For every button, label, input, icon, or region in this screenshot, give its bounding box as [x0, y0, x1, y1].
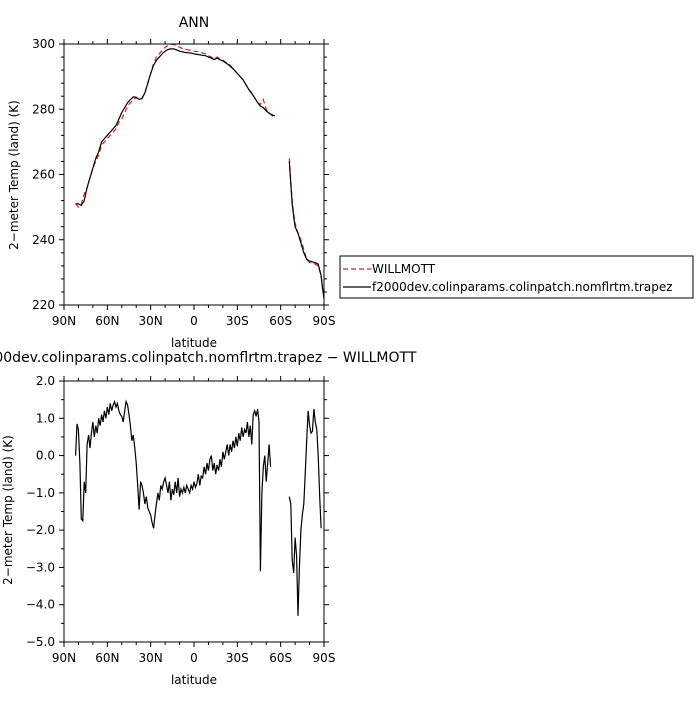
top-ytick-label-0: 220 [32, 298, 55, 312]
top-series-0-line-segment-0 [75, 44, 276, 209]
bottom-xtick-label-5: 60S [269, 651, 292, 665]
bottom-xtick-label-0: 90N [52, 651, 76, 665]
bottom-panel-title: f2000dev.colinparams.colinpatch.nomflrtm… [0, 350, 417, 366]
bottom-panel-ylabel: 2−meter Temp (land) (K) [1, 435, 15, 585]
bottom-xtick-label-3: 0 [190, 651, 198, 665]
top-xtick-label-5: 60S [269, 314, 292, 328]
bottom-panel: f2000dev.colinparams.colinpatch.nomflrtm… [0, 350, 417, 687]
bottom-ytick-label-6: 1.0 [36, 411, 55, 425]
top-xtick-label-0: 90N [52, 314, 76, 328]
bottom-ytick-label-2: −3.0 [26, 560, 55, 574]
bottom-ytick-label-5: 0.0 [36, 449, 55, 463]
bottom-ytick-label-0: −5.0 [26, 635, 55, 649]
bottom-ytick-label-3: −2.0 [26, 523, 55, 537]
bottom-ytick-label-7: 2.0 [36, 374, 55, 388]
legend: WILLMOTT f2000dev.colinparams.colinpatch… [339, 255, 694, 299]
bottom-ytick-label-1: −4.0 [26, 598, 55, 612]
legend-label-model: f2000dev.colinparams.colinpatch.nomflrtm… [372, 280, 673, 294]
top-series-1-line-segment-1 [288, 161, 324, 299]
bottom-ytick-label-4: −1.0 [26, 486, 55, 500]
top-plot-frame [63, 43, 325, 306]
top-ytick-label-3: 280 [32, 102, 55, 116]
top-panel-xlabel: latitude [171, 336, 217, 350]
top-ytick-label-1: 240 [32, 233, 55, 247]
top-xtick-label-2: 30N [139, 314, 163, 328]
top-ytick-label-2: 260 [32, 168, 55, 182]
bottom-series-0-line-segment-0 [75, 399, 272, 572]
top-ytick-label-4: 300 [32, 37, 55, 51]
bottom-panel-xlabel: latitude [171, 673, 217, 687]
bottom-xtick-label-2: 30N [139, 651, 163, 665]
bottom-series-0-line-segment-1 [288, 408, 322, 616]
legend-label-willmott: WILLMOTT [372, 262, 436, 276]
top-panel-title: ANN [179, 15, 210, 31]
top-panel-ylabel: 2−meter Temp (land) (K) [7, 100, 21, 250]
bottom-xtick-label-6: 90S [313, 651, 336, 665]
legend-box [339, 255, 694, 299]
top-series-1-line-segment-0 [75, 48, 276, 207]
top-xtick-label-3: 0 [190, 314, 198, 328]
bottom-xtick-label-1: 60N [95, 651, 119, 665]
top-xtick-label-4: 30S [226, 314, 249, 328]
top-xtick-label-6: 90S [313, 314, 336, 328]
top-panel: ANN latitude 2−meter Temp (land) (K) 220… [7, 15, 335, 350]
top-xtick-label-1: 60N [95, 314, 119, 328]
bottom-xtick-label-4: 30S [226, 651, 249, 665]
